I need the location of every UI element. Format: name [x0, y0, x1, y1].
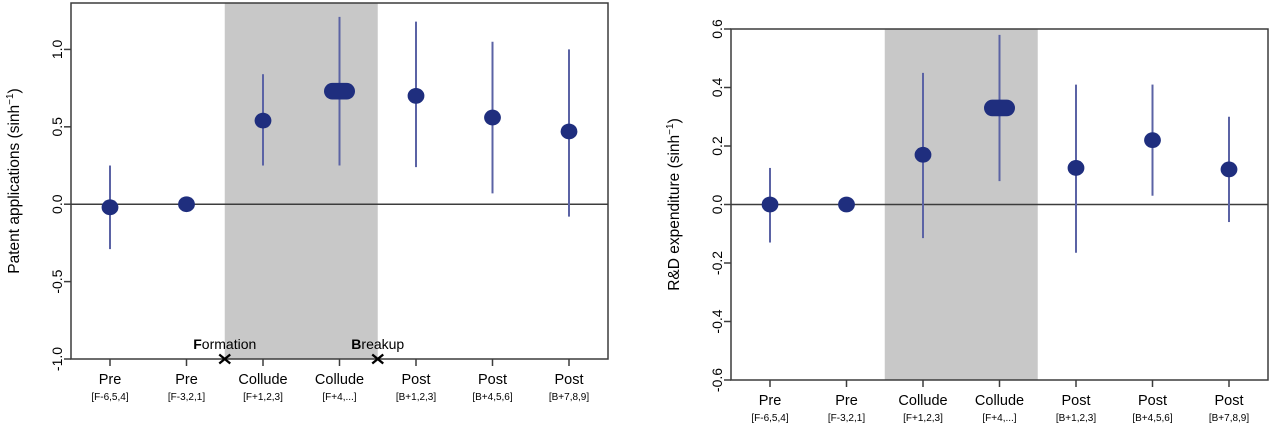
x-category-sublabel: [B+4,5,6] [472, 392, 513, 403]
x-category-label: Pre [759, 393, 782, 409]
x-category-label: Pre [835, 393, 858, 409]
x-category-label: Collude [238, 372, 287, 388]
y-tick-label: -0.2 [709, 251, 725, 275]
estimate-point [761, 196, 779, 213]
y-tick-label: 0.5 [49, 117, 65, 137]
estimate-point [1067, 160, 1085, 176]
x-category-label: Pre [99, 372, 122, 388]
x-category-label: Post [1061, 393, 1090, 409]
estimate-point [407, 87, 425, 104]
plot-rd-expenditure: -0.6 -0.4 -0.2 0.0 0.2 0.4 0.6 Pre [F-6,5,4] Pre [… [665, 19, 1269, 424]
estimate-point [484, 109, 501, 126]
y-axis-label: R&D expenditure (sinh−1) [665, 118, 683, 291]
x-category-label: Post [1138, 393, 1167, 409]
x-category-sublabel: [F-3,2,1] [828, 413, 865, 424]
x-category-label: Collude [315, 372, 364, 388]
y-axis-label: Patent applications (sinh−1) [5, 88, 23, 273]
x-category-label: Post [401, 372, 430, 388]
x-category-sublabel: [B+1,2,3] [396, 392, 437, 403]
breakup-label: Breakup [351, 336, 404, 352]
x-category-sublabel: [B+7,8,9] [549, 392, 590, 403]
estimate-point [1220, 161, 1238, 178]
x-category-label: Post [1214, 393, 1243, 409]
estimate-point [1144, 132, 1161, 149]
estimate-point [914, 146, 932, 163]
estimate-point [178, 196, 195, 213]
y-tick-label: -0.6 [709, 368, 725, 392]
x-category-label: Post [478, 372, 507, 388]
x-category-sublabel: [F+4,...] [322, 392, 356, 403]
estimate-point [838, 196, 855, 213]
collusion-period-band [224, 3, 378, 359]
estimate-point [560, 123, 578, 140]
estimate-point [101, 199, 119, 216]
x-category-sublabel: [F-3,2,1] [168, 392, 205, 403]
formation-marker [218, 353, 231, 365]
y-tick-label: -0.5 [49, 269, 65, 293]
y-tick-label: 0.6 [709, 19, 725, 39]
x-category-sublabel: [F+1,2,3] [243, 392, 283, 403]
x-category-label: Collude [975, 393, 1024, 409]
x-category-sublabel: [B+1,2,3] [1056, 413, 1097, 424]
x-category-label: Collude [898, 393, 947, 409]
y-tick-label: 0.4 [709, 78, 725, 98]
plot-patent-applications: -1.0 -0.5 0.0 0.5 1.0 Pre [F-6,5,4] Pre [F-3,2,1… [5, 2, 609, 403]
x-category-label: Pre [175, 372, 198, 388]
estimate-point [254, 112, 272, 129]
x-category-sublabel: [B+7,8,9] [1209, 413, 1250, 424]
x-category-label: Post [554, 372, 583, 388]
x-category-sublabel: [F-6,5,4] [91, 392, 128, 403]
y-tick-label: 0.0 [49, 194, 65, 214]
y-tick-label: -0.4 [709, 309, 725, 333]
x-category-sublabel: [F+4,...] [982, 413, 1016, 424]
y-tick-label: 0.0 [709, 195, 725, 215]
y-tick-label: -1.0 [49, 347, 65, 371]
estimate-point [324, 82, 355, 100]
breakup-marker [371, 353, 384, 365]
x-category-sublabel: [B+4,5,6] [1132, 413, 1173, 424]
formation-label: Formation [193, 336, 256, 352]
estimate-point [984, 99, 1015, 117]
y-tick-label: 1.0 [49, 39, 65, 59]
x-category-sublabel: [F+1,2,3] [903, 413, 943, 424]
x-category-sublabel: [F-6,5,4] [751, 413, 788, 424]
y-tick-label: 0.2 [709, 136, 725, 156]
